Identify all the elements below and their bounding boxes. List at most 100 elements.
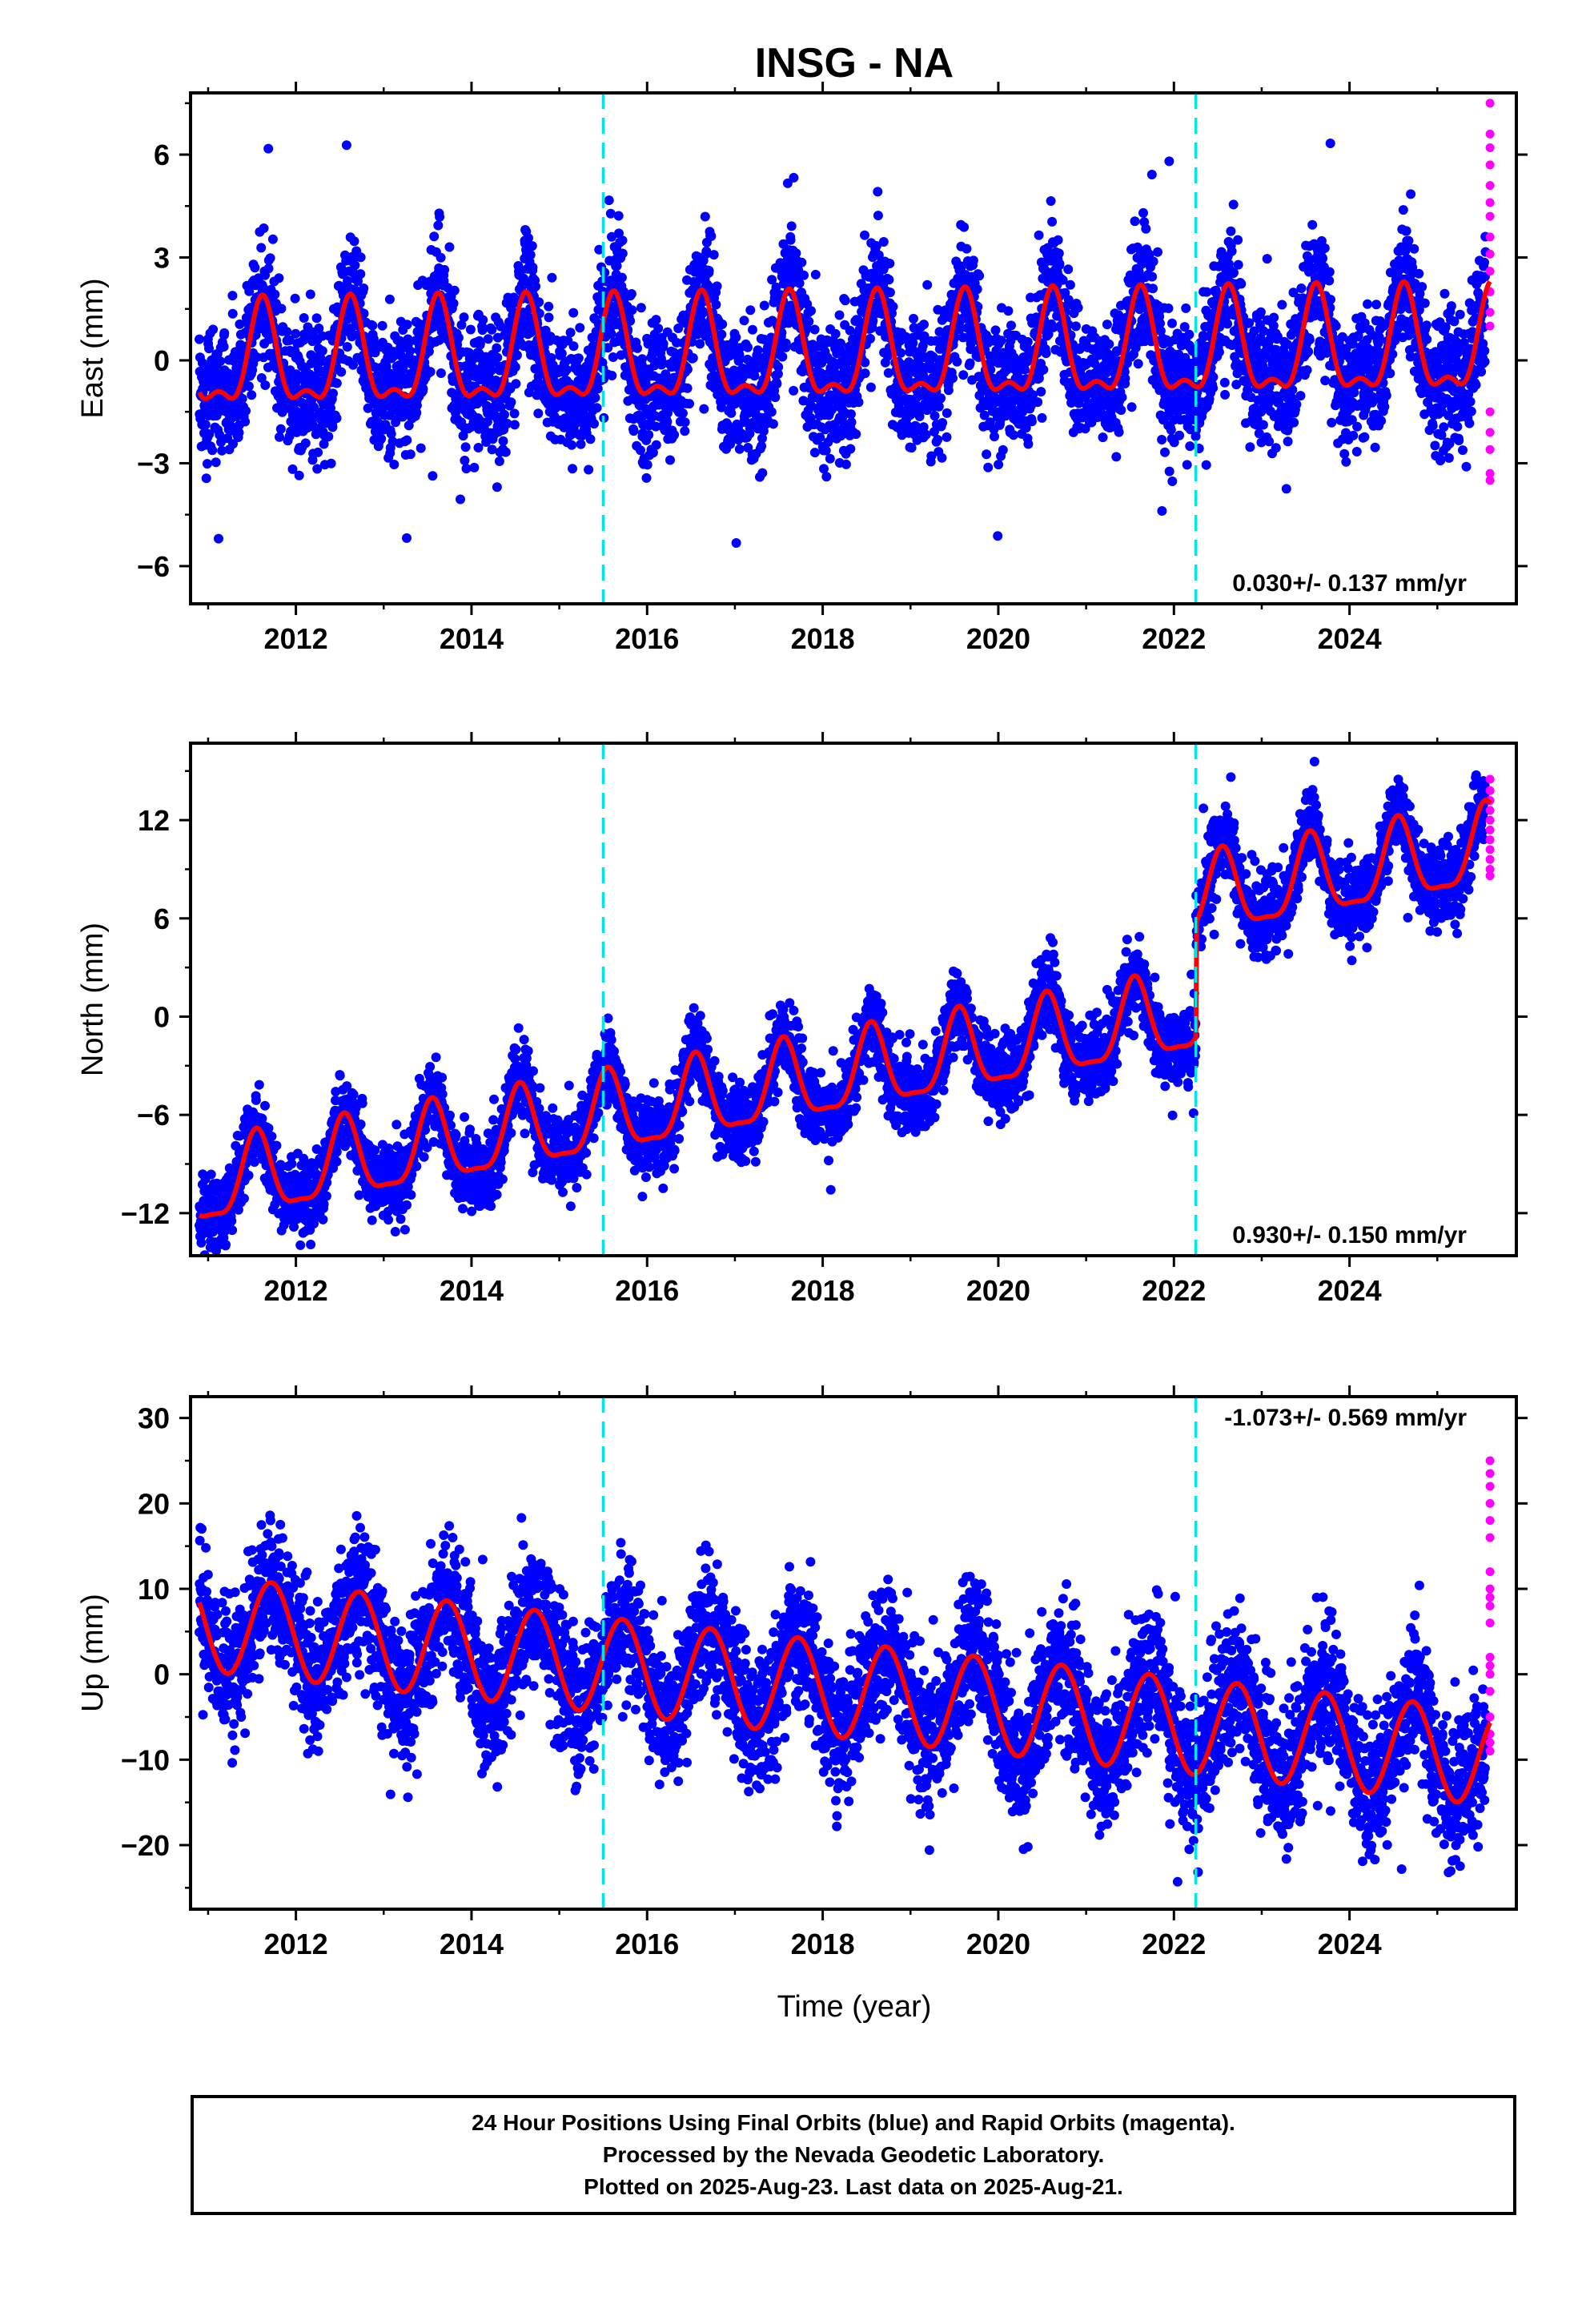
data-point xyxy=(326,458,336,468)
data-point xyxy=(331,413,342,424)
data-point xyxy=(1038,364,1049,375)
data-point xyxy=(934,401,944,412)
data-point xyxy=(256,243,267,253)
data-point xyxy=(243,381,254,392)
data-point xyxy=(1331,321,1341,332)
data-point xyxy=(1199,332,1209,342)
data-point xyxy=(204,429,215,440)
data-point xyxy=(1258,420,1268,430)
data-point xyxy=(1281,484,1291,494)
data-point xyxy=(263,263,274,274)
data-point xyxy=(704,282,714,292)
data-point xyxy=(1233,235,1243,245)
data-point xyxy=(1041,348,1051,359)
data-point xyxy=(617,248,628,259)
data-point xyxy=(1228,199,1239,210)
data-point xyxy=(509,408,520,419)
data-point xyxy=(1157,506,1167,516)
data-point xyxy=(575,323,585,333)
data-point xyxy=(311,313,322,324)
data-point xyxy=(496,321,506,332)
data-point xyxy=(1166,424,1176,435)
data-point xyxy=(637,354,648,364)
data-point xyxy=(215,356,226,367)
data-point xyxy=(355,252,366,263)
data-point xyxy=(436,252,446,263)
data-point xyxy=(458,431,468,441)
data-point xyxy=(632,343,643,353)
data-point xyxy=(845,444,856,454)
data-point xyxy=(830,328,841,339)
data-point xyxy=(305,289,315,300)
data-point xyxy=(1327,417,1337,428)
data-point xyxy=(1164,156,1174,167)
data-point xyxy=(701,246,712,256)
data-point xyxy=(979,410,990,420)
data-point xyxy=(767,275,777,285)
data-point xyxy=(644,430,654,440)
data-point xyxy=(547,272,557,283)
data-point xyxy=(1326,295,1335,305)
data-point xyxy=(958,370,969,380)
data-point xyxy=(782,178,793,188)
data-point xyxy=(731,538,741,548)
data-point xyxy=(1231,380,1242,390)
data-point xyxy=(1255,307,1266,317)
data-point xyxy=(1037,412,1047,423)
data-point xyxy=(1026,416,1037,427)
data-point xyxy=(919,320,929,330)
data-point xyxy=(815,432,825,443)
data-point xyxy=(789,385,799,396)
data-point xyxy=(544,312,554,323)
data-point xyxy=(1043,329,1054,340)
data-point xyxy=(1376,416,1387,426)
data-point xyxy=(998,444,1008,455)
data-point xyxy=(865,333,875,344)
data-point xyxy=(429,231,440,242)
data-point xyxy=(888,301,898,312)
data-point xyxy=(556,348,567,359)
data-point xyxy=(648,448,658,458)
data-point xyxy=(771,282,781,292)
data-point xyxy=(809,324,820,335)
data-point xyxy=(806,400,817,411)
data-point xyxy=(726,408,737,418)
data-point xyxy=(1048,322,1058,332)
data-point xyxy=(933,304,943,315)
data-point xyxy=(527,241,537,251)
data-point xyxy=(773,369,783,379)
data-point xyxy=(1163,304,1174,313)
data-point xyxy=(1021,423,1031,433)
data-point xyxy=(1120,373,1130,384)
data-point xyxy=(608,352,618,362)
data-point xyxy=(444,242,455,252)
data-point xyxy=(511,379,521,389)
data-point xyxy=(1003,306,1014,316)
data-point xyxy=(773,362,784,372)
data-point xyxy=(757,433,767,444)
data-point xyxy=(1220,389,1231,400)
data-point xyxy=(700,211,710,222)
data-point xyxy=(435,211,445,222)
data-point xyxy=(460,442,471,452)
data-point xyxy=(459,312,469,323)
data-point xyxy=(1351,447,1362,456)
data-point xyxy=(299,313,309,323)
data-point xyxy=(821,445,831,456)
data-point xyxy=(1166,406,1176,416)
data-point xyxy=(804,316,814,327)
data-point xyxy=(314,324,324,333)
data-point xyxy=(487,444,497,455)
data-point xyxy=(211,457,221,468)
data-point xyxy=(948,373,958,384)
data-point xyxy=(336,367,347,377)
data-point xyxy=(1233,259,1243,270)
data-point xyxy=(590,392,600,403)
data-point xyxy=(1028,390,1038,400)
data-point xyxy=(921,429,931,440)
data-point xyxy=(214,533,223,544)
data-point xyxy=(592,403,602,413)
data-point xyxy=(688,353,698,363)
panels-layer: 2012 2014 2016 2018 2020 2022 2024−6−3036East … xyxy=(76,82,1528,1960)
data-point xyxy=(1318,253,1328,263)
